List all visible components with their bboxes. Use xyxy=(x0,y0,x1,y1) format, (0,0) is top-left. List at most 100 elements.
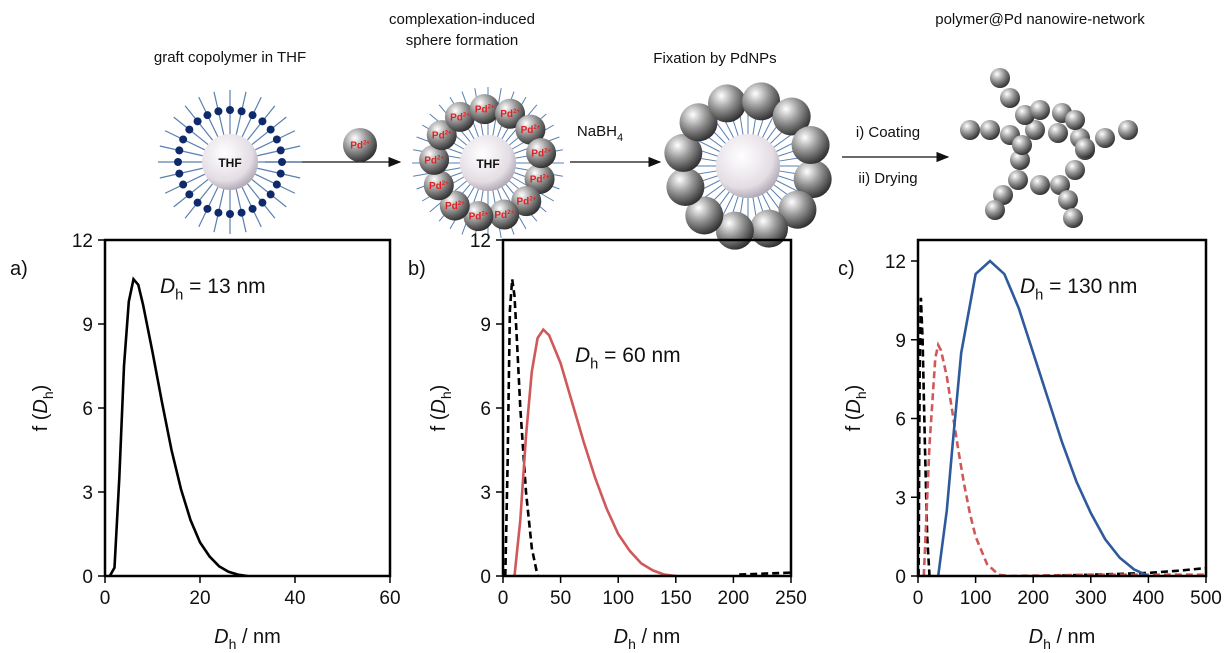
pd-binding-site xyxy=(258,117,267,126)
y-tick-label: 12 xyxy=(470,231,491,252)
annotation: Dh = 130 nm xyxy=(1020,275,1137,303)
nanoparticle xyxy=(1008,170,1028,190)
ion-text: Pd xyxy=(521,125,534,136)
nanoparticle xyxy=(1030,100,1050,120)
ion-label: Pd2+ xyxy=(530,174,550,185)
ion-charge: 2+ xyxy=(437,155,444,161)
label-part: D xyxy=(214,626,228,648)
nanoparticle xyxy=(664,133,703,172)
label-part: D xyxy=(843,399,865,413)
ion-text: Pd xyxy=(500,109,513,120)
ion-charge: 2+ xyxy=(445,131,452,137)
nanoparticle xyxy=(1010,150,1030,170)
x-tick-label: 400 xyxy=(1133,588,1165,609)
nanoparticle xyxy=(1012,135,1032,155)
ion xyxy=(439,190,470,221)
ion xyxy=(524,163,555,194)
nanoparticle xyxy=(708,84,747,123)
label-part: h xyxy=(175,287,183,303)
nanoparticle xyxy=(685,196,724,235)
nanoparticle xyxy=(1000,88,1020,108)
ion-charge: 2+ xyxy=(529,197,536,203)
ion-charge: 2+ xyxy=(442,181,449,187)
label-part: D xyxy=(160,275,175,298)
ion-text: Pd xyxy=(350,141,363,152)
label-part: D xyxy=(575,344,590,367)
x-tick-label: 0 xyxy=(498,588,509,609)
ion-label: Pd2+ xyxy=(500,109,520,120)
ion xyxy=(426,120,457,151)
nanoparticle xyxy=(1075,138,1095,158)
nanoparticle xyxy=(742,82,781,121)
pd-binding-site xyxy=(248,204,257,213)
ion xyxy=(444,101,475,132)
pd-binding-site xyxy=(203,111,212,120)
x-axis-label: Dh / nm xyxy=(1029,626,1096,652)
pd-binding-site xyxy=(214,208,223,217)
ion-label: Pd2+ xyxy=(494,210,514,221)
polymer-arm xyxy=(761,114,775,140)
pd-binding-site xyxy=(276,146,285,155)
y-tick-label: 6 xyxy=(895,410,906,431)
core xyxy=(202,134,258,190)
ion-text: Pd xyxy=(424,155,437,166)
pd-binding-site xyxy=(185,190,194,199)
label-part: h xyxy=(40,391,56,399)
panel-label: c) xyxy=(838,258,855,280)
core-label: THF xyxy=(476,157,499,171)
ion xyxy=(463,201,494,232)
panel-label: b) xyxy=(408,258,426,280)
ion-text: Pd xyxy=(469,212,482,223)
nanoparticle xyxy=(985,200,1005,220)
ion xyxy=(489,199,520,230)
ion-text: Pd xyxy=(445,201,458,212)
label-part: D xyxy=(1029,626,1043,648)
label-part: D xyxy=(30,399,52,413)
pd-binding-site xyxy=(272,180,281,189)
curve xyxy=(513,327,676,576)
x-tick-label: 200 xyxy=(1017,588,1049,609)
nanoparticle xyxy=(1050,175,1070,195)
label-part: h xyxy=(229,636,237,652)
nanoparticle xyxy=(1048,123,1068,143)
y-tick-label: 9 xyxy=(480,315,491,336)
y-tick-label: 9 xyxy=(82,315,93,336)
ion-charge: 2+ xyxy=(507,210,514,216)
ion-charge: 2+ xyxy=(543,174,550,180)
process: i) Coating xyxy=(856,124,920,141)
ion-charge: 2+ xyxy=(533,125,540,131)
ion-text: Pd xyxy=(530,174,543,185)
y-tick-label: 6 xyxy=(82,399,93,420)
curve xyxy=(922,341,1206,576)
plot-frame xyxy=(103,238,392,578)
ion-text: Pd xyxy=(432,131,445,142)
pd-binding-site xyxy=(179,135,188,144)
reagent-text: NaBH xyxy=(577,123,617,140)
label-part: f ( xyxy=(428,413,450,431)
pd-binding-site xyxy=(226,210,234,218)
y-tick-label: 3 xyxy=(480,483,491,504)
y-tick-label: 12 xyxy=(885,252,906,273)
pd-binding-site xyxy=(185,125,194,134)
ion-label: Pd2+ xyxy=(432,131,452,142)
ion-charge: 2+ xyxy=(458,201,465,207)
ion-label: Pd2+ xyxy=(521,125,541,136)
nanoparticle xyxy=(993,185,1013,205)
plot-frame xyxy=(501,238,793,578)
core-label: THF xyxy=(218,156,241,170)
pd-binding-site xyxy=(175,169,184,178)
nanoparticle xyxy=(793,160,832,199)
ion-text: Pd xyxy=(494,210,507,221)
nanoparticle xyxy=(778,190,817,229)
nanoparticle xyxy=(960,120,980,140)
nanoparticle xyxy=(1030,175,1050,195)
ion-charge: 2+ xyxy=(488,105,495,111)
label-part: ) xyxy=(428,385,450,392)
x-tick-label: 40 xyxy=(284,588,305,609)
y-tick-label: 6 xyxy=(480,399,491,420)
nanoparticle xyxy=(679,103,718,142)
step-caption: polymer@Pd nanowire-network xyxy=(935,11,1145,28)
pd-binding-site xyxy=(226,106,234,114)
pd-binding-site xyxy=(276,169,285,178)
y-tick-label: 0 xyxy=(82,567,93,588)
